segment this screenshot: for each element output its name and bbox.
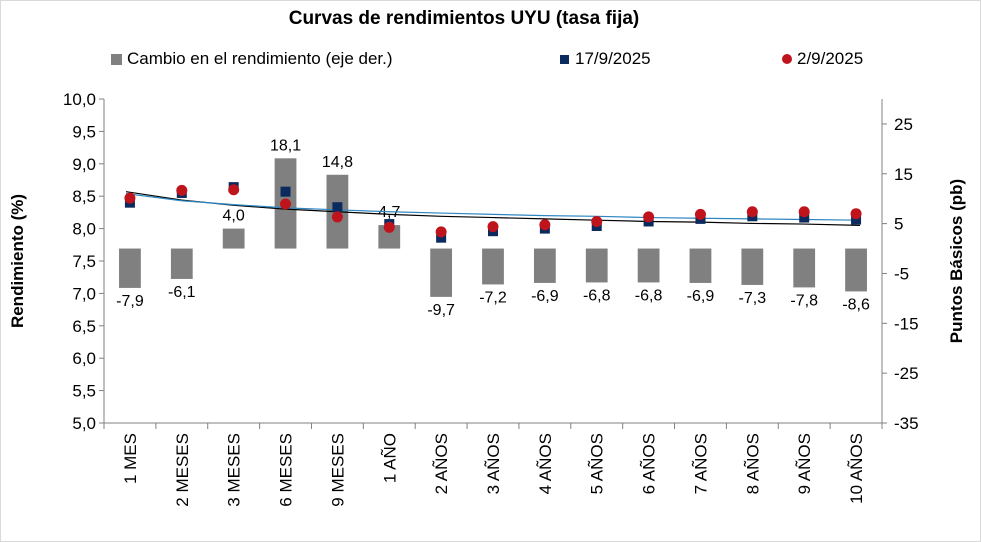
x-axis-category-label: 1 MES [121,433,140,484]
marker-2-9-2025 [850,208,862,220]
right-axis-title: Puntos Básicos (pb) [947,179,966,343]
bar-change [533,248,556,283]
bar-change [482,248,504,285]
bar-data-label: 4,0 [223,208,245,225]
left-axis-title: Rendimiento (%) [8,194,27,328]
left-axis-tick-label: 8,5 [72,187,96,206]
legend-square-marker [560,54,569,64]
bar-change [378,225,401,249]
x-axis-category-label: 3 MESES [225,433,244,507]
bar-data-label: 4,7 [378,204,400,221]
x-axis-category-label: 7 AÑOS [691,433,710,494]
bar-data-label: 18,1 [270,137,301,154]
bar-data-label: -7,8 [790,292,818,309]
right-axis-tick-label: -35 [894,414,919,433]
bar-change [585,248,608,283]
right-axis-tick-label: -15 [894,314,919,333]
x-axis-category-label: 8 AÑOS [743,433,762,494]
marker-2-9-2025 [228,184,240,196]
marker-2-9-2025 [331,211,343,223]
bar-change [793,248,816,288]
left-axis-tick-label: 5,0 [72,414,96,433]
marker-2-9-2025 [539,219,551,231]
marker-2-9-2025 [798,206,810,218]
bar-data-label: -6,9 [531,288,559,305]
bar-data-label: -7,3 [739,290,767,307]
x-axis-category-label: 1 AÑO [380,433,399,483]
marker-17-9-2025 [280,186,291,197]
bar-data-label: -6,1 [168,284,196,301]
marker-2-9-2025 [746,206,758,218]
bar-change [430,248,453,297]
legend-label-2-9: 2/9/2025 [797,49,864,68]
bar-data-label: -6,8 [583,287,611,304]
marker-2-9-2025 [280,198,292,210]
left-axis-tick-label: 7,0 [72,284,96,303]
left-axis-tick-label: 10,0 [63,90,96,109]
marker-2-9-2025 [176,184,188,196]
left-axis-tick-label: 8,0 [72,220,96,239]
x-axis-category-label: 2 MESES [173,433,192,507]
bar-data-label: -8,6 [842,296,870,313]
right-axis-tick-label: 25 [894,115,913,134]
bar-data-label: -6,9 [687,288,715,305]
left-axis-tick-label: 6,0 [72,349,96,368]
left-axis-tick-label: 9,5 [72,122,96,141]
right-axis-tick-label: -25 [894,364,919,383]
marker-17-9-2025 [799,212,810,223]
x-axis-category-label: 6 AÑOS [640,433,659,494]
bar-change [119,248,141,288]
x-axis-category-label: 6 MESES [277,433,296,507]
marker-2-9-2025 [383,221,395,233]
legend-bar-swatch [111,53,122,65]
trendline [125,191,861,226]
right-axis-tick-label: 15 [894,165,913,184]
bar-data-label: -9,7 [427,302,455,319]
trendline [125,193,861,221]
right-axis-tick-label: -5 [894,264,909,283]
x-axis-category-label: 9 MESES [328,433,347,507]
marker-2-9-2025 [435,226,447,238]
legend-dot-marker [782,54,792,64]
marker-17-9-2025 [851,214,862,225]
bar-data-label: -7,9 [116,293,144,310]
bar-change [222,228,245,249]
x-axis-category-label: 2 AÑOS [432,433,451,494]
legend-item-series-17-9: 17/9/2025 [560,49,651,69]
marker-2-9-2025 [694,208,706,220]
chart-title: Curvas de rendimientos UYU (tasa fija) [288,8,640,29]
x-axis-category-label: 10 AÑOS [847,433,866,504]
x-axis-category-label: 5 AÑOS [588,433,607,494]
bar-data-label: -6,8 [635,287,663,304]
bar-data-label: -7,2 [479,289,507,306]
x-axis-category-label: 3 AÑOS [484,433,503,494]
bar-change [845,248,867,292]
left-axis-tick-label: 5,5 [72,382,96,401]
bar-change [170,248,193,279]
bar-change [637,248,660,283]
legend-label-17-9: 17/9/2025 [575,49,651,68]
marker-2-9-2025 [487,221,499,233]
marker-17-9-2025 [332,202,343,213]
left-axis-tick-label: 6,5 [72,317,96,336]
legend-item-series-2-9: 2/9/2025 [782,49,863,69]
left-axis-tick-label: 7,5 [72,252,96,271]
bar-change [689,248,712,283]
marker-2-9-2025 [643,211,655,223]
marker-17-9-2025 [436,232,447,243]
right-axis-tick-label: 5 [894,215,903,234]
legend-label-bars: Cambio en el rendimiento (eje der.) [127,49,393,68]
left-axis-tick-label: 9,0 [72,155,96,174]
legend-item-bars: Cambio en el rendimiento (eje der.) [111,49,393,69]
legend: Cambio en el rendimiento (eje der.) 17/9… [0,49,981,73]
x-axis-category-label: 4 AÑOS [536,433,555,494]
marker-2-9-2025 [591,215,603,227]
bar-data-label: 14,8 [322,154,353,171]
bar-change [741,248,764,285]
x-axis-category-label: 9 AÑOS [795,433,814,494]
marker-2-9-2025 [124,192,136,204]
